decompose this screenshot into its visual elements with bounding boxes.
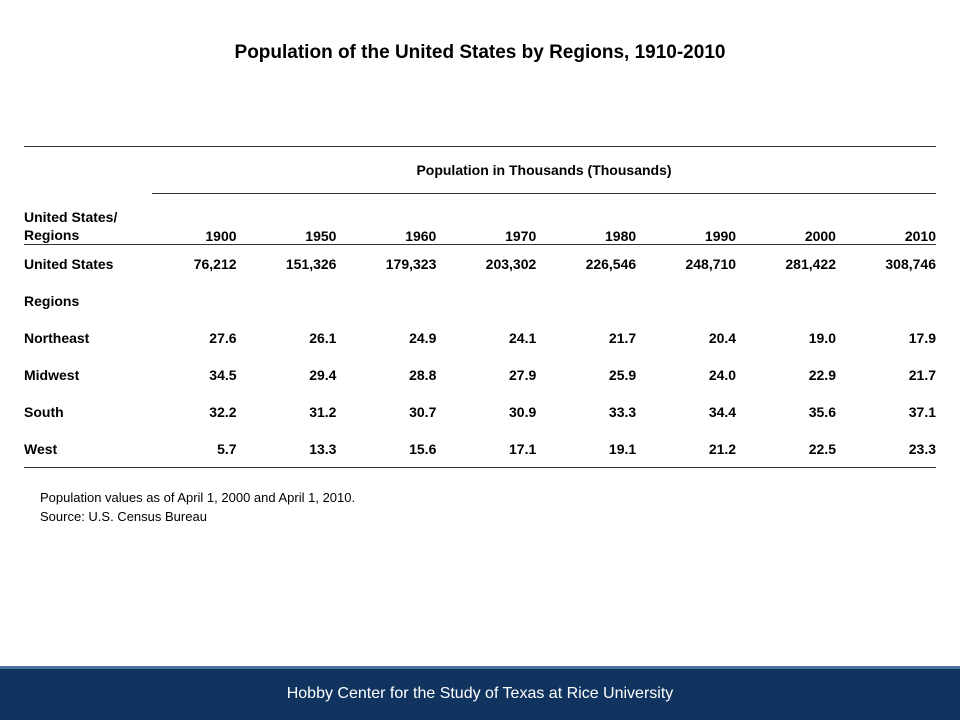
table-cell: 30.9 — [509, 403, 537, 420]
row-label: Midwest — [24, 366, 80, 383]
row-label: West — [24, 430, 152, 468]
table-cell: 24.1 — [509, 329, 537, 346]
table-cell: 203,302 — [485, 255, 537, 272]
year-header: 1900 — [152, 193, 237, 245]
table-cell: 281,422 — [785, 255, 836, 272]
row-label: Regions — [24, 292, 80, 309]
year-header: 2010 — [835, 193, 936, 245]
table-cell: 20.4 — [708, 329, 737, 346]
table-cell: 24.9 — [409, 329, 437, 346]
table-cell: 35.6 — [808, 403, 836, 420]
table-cell: 17.1 — [436, 430, 537, 468]
table-cell: 151,326 — [285, 255, 337, 272]
row-label: Northeast — [24, 329, 90, 346]
row-header-line1: United States/ — [24, 209, 118, 225]
table-cell: 308,746 — [885, 255, 936, 272]
table-cell: 19.1 — [536, 430, 637, 468]
table-cell: 19.0 — [808, 329, 836, 346]
table-cell: 23.3 — [835, 430, 936, 468]
table-cell: 27.6 — [209, 329, 237, 346]
row-header: United States/ Regions — [24, 193, 152, 245]
table-row-south: South 32.2 31.2 30.7 30.9 33.3 34.4 35.6… — [24, 393, 936, 430]
table-cell: 248,710 — [685, 255, 737, 272]
source-line: Source: U.S. Census Bureau — [40, 509, 207, 524]
table-row-northeast: Northeast 27.6 26.1 24.9 24.1 21.7 20.4 … — [24, 319, 936, 356]
row-header-line2: Regions — [24, 227, 80, 243]
table-cell: 179,323 — [385, 255, 437, 272]
year-header: 1960 — [336, 193, 437, 245]
table-cell: 37.1 — [908, 403, 936, 420]
table-cell: 21.2 — [636, 430, 737, 468]
year-header: 1990 — [636, 193, 737, 245]
header-row: United States/ Regions 1900 1950 1960 19… — [24, 193, 936, 245]
year-header: 1970 — [436, 193, 537, 245]
table-notes: Population values as of April 1, 2000 an… — [40, 488, 355, 526]
year-header: 2000 — [736, 193, 836, 245]
row-label: United States — [24, 255, 114, 272]
table-cell: 24.0 — [708, 366, 737, 383]
population-table: Population in Thousands (Thousands) Unit… — [24, 146, 936, 468]
table-row-midwest: Midwest 34.5 29.4 28.8 27.9 25.9 24.0 22… — [24, 356, 936, 393]
note-line: Population values as of April 1, 2000 an… — [40, 490, 356, 505]
page-title: Population of the United States by Regio… — [234, 42, 726, 63]
table-cell: 21.7 — [908, 366, 936, 383]
table-cell: 25.9 — [608, 366, 637, 383]
table-cell: 17.9 — [908, 329, 936, 346]
table-cell: 76,212 — [193, 255, 237, 272]
table-cell: 34.5 — [209, 366, 237, 383]
table-cell: 226,546 — [585, 255, 637, 272]
table-cell: 29.4 — [309, 366, 337, 383]
table-cell: 27.9 — [509, 366, 537, 383]
table-cell: 13.3 — [236, 430, 337, 468]
table-cell: 26.1 — [309, 329, 337, 346]
table-row-west: West 5.7 13.3 15.6 17.1 19.1 21.2 22.5 2… — [24, 430, 936, 468]
table-cell: 22.9 — [808, 366, 836, 383]
table-cell: 22.5 — [736, 430, 836, 468]
footer-banner: Hobby Center for the Study of Texas at R… — [0, 666, 960, 720]
group-header: Population in Thousands (Thousands) — [152, 147, 936, 194]
table-cell: 33.3 — [608, 403, 637, 420]
table-row-united-states: United States 76,212 151,326 179,323 203… — [24, 245, 936, 283]
table-cell: 15.6 — [336, 430, 437, 468]
table-cell: 28.8 — [409, 366, 437, 383]
table-cell: 5.7 — [152, 430, 237, 468]
year-header: 1950 — [236, 193, 337, 245]
year-header: 1980 — [536, 193, 637, 245]
table-cell: 21.7 — [608, 329, 637, 346]
table-cell: 32.2 — [209, 403, 237, 420]
table-cell: 31.2 — [309, 403, 337, 420]
table-cell: 30.7 — [409, 403, 437, 420]
table-cell: 34.4 — [708, 403, 737, 420]
table-row-regions: Regions — [24, 282, 936, 319]
row-label: South — [24, 403, 64, 420]
